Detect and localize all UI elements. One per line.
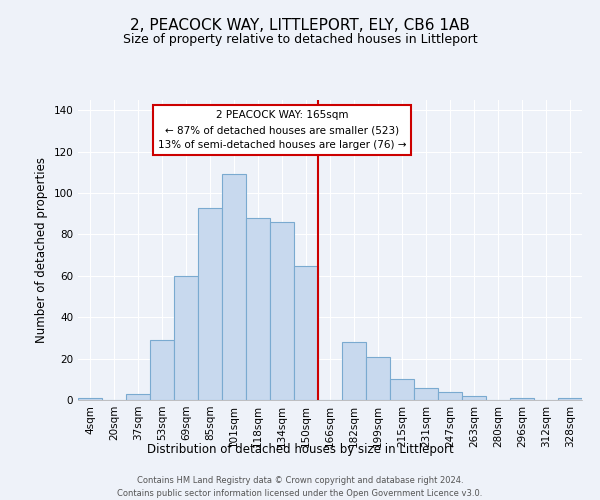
Bar [390,380,414,400]
Text: Size of property relative to detached houses in Littleport: Size of property relative to detached ho… [122,32,478,46]
Bar [414,388,438,400]
Bar [174,276,198,400]
Bar [222,174,246,400]
Bar [462,396,486,400]
Text: Distribution of detached houses by size in Littleport: Distribution of detached houses by size … [146,442,454,456]
Bar [246,218,270,400]
Bar [78,398,102,400]
Bar [366,356,390,400]
Y-axis label: Number of detached properties: Number of detached properties [35,157,48,343]
Text: Contains public sector information licensed under the Open Government Licence v3: Contains public sector information licen… [118,489,482,498]
Bar [150,340,174,400]
Bar [198,208,222,400]
Text: 2, PEACOCK WAY, LITTLEPORT, ELY, CB6 1AB: 2, PEACOCK WAY, LITTLEPORT, ELY, CB6 1AB [130,18,470,32]
Bar [126,394,150,400]
Text: Contains HM Land Registry data © Crown copyright and database right 2024.: Contains HM Land Registry data © Crown c… [137,476,463,485]
Bar [558,398,582,400]
Bar [294,266,318,400]
Bar [510,398,534,400]
Bar [270,222,294,400]
Bar [342,342,366,400]
Bar [438,392,462,400]
Text: 2 PEACOCK WAY: 165sqm
← 87% of detached houses are smaller (523)
13% of semi-det: 2 PEACOCK WAY: 165sqm ← 87% of detached … [158,110,406,150]
